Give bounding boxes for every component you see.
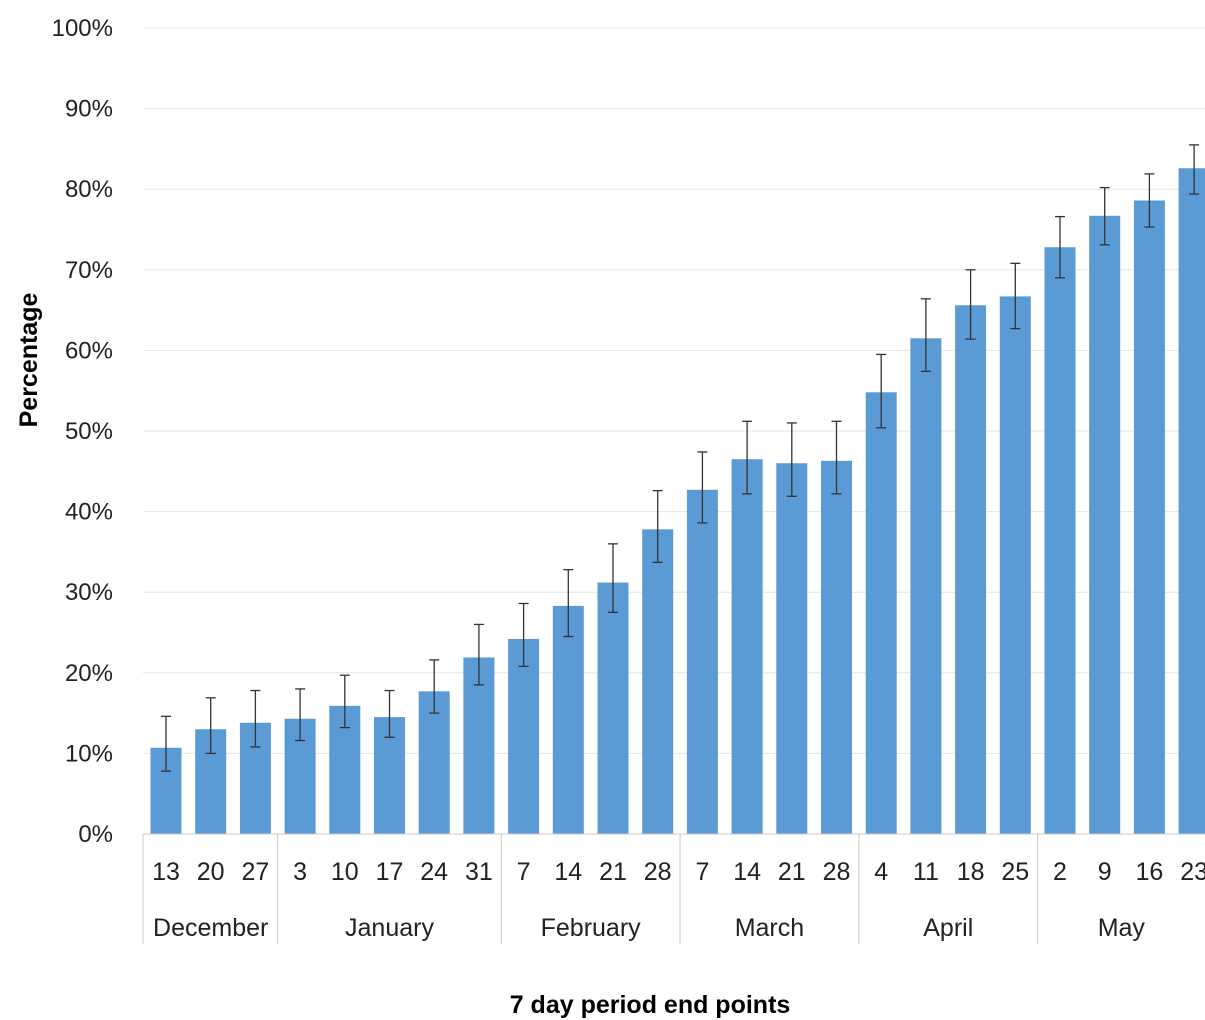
x-tick-label: 31 — [465, 858, 493, 886]
error-bars — [161, 144, 1200, 772]
month-label: May — [1098, 914, 1146, 942]
bar — [776, 463, 808, 834]
bar — [1044, 247, 1076, 834]
y-axis-title: Percentage — [15, 293, 43, 428]
y-tick-label: 0% — [78, 821, 113, 848]
bar — [1178, 168, 1205, 834]
bar — [418, 691, 450, 834]
x-tick-label: 10 — [331, 858, 359, 886]
x-axis-title: 7 day period end points — [510, 991, 791, 1019]
x-tick-label: 24 — [420, 858, 448, 886]
x-tick-label: 16 — [1135, 858, 1163, 886]
month-label: April — [923, 914, 973, 942]
x-tick-label: 11 — [913, 858, 939, 886]
bars — [150, 168, 1205, 835]
y-tick-label: 50% — [65, 418, 113, 445]
y-tick-label: 70% — [65, 257, 113, 284]
x-axis: 13 20 27 3 10 17 24 31 7 14 21 28 7 14 21 28 4 11 18 25 2 9 16… — [142, 833, 1205, 944]
x-tick-label: 21 — [778, 858, 806, 886]
y-tick-label: 80% — [65, 176, 113, 203]
x-tick-label: 14 — [554, 858, 582, 886]
bar — [865, 392, 897, 834]
bar — [1133, 200, 1165, 834]
y-tick-label: 10% — [65, 740, 113, 767]
bar — [910, 338, 942, 834]
x-tick-label: 25 — [1001, 858, 1029, 886]
bar — [597, 582, 629, 834]
x-tick-label: 27 — [241, 858, 269, 886]
x-tick-label: 21 — [599, 858, 627, 886]
y-tick-label: 40% — [65, 499, 113, 526]
bar — [999, 296, 1031, 834]
month-label: December — [153, 914, 268, 942]
month-label: February — [541, 914, 642, 942]
month-label: March — [735, 914, 804, 942]
x-tick-label: 28 — [644, 858, 672, 886]
y-tick-label: 100% — [52, 15, 113, 42]
bar — [731, 459, 763, 834]
x-tick-label: 13 — [152, 858, 180, 886]
x-tick-label: 3 — [293, 858, 307, 886]
y-tick-label: 30% — [65, 579, 113, 606]
month-label: January — [345, 914, 434, 942]
x-tick-label: 17 — [376, 858, 404, 886]
y-tick-label: 60% — [65, 337, 113, 364]
x-tick-label: 14 — [733, 858, 761, 886]
x-tick-label: 4 — [874, 858, 888, 886]
y-tick-label: 90% — [65, 96, 113, 123]
x-tick-label: 23 — [1180, 858, 1205, 886]
bar — [821, 460, 852, 834]
bar — [686, 489, 718, 834]
x-tick-label: 20 — [197, 858, 225, 886]
gridlines — [143, 27, 1205, 754]
x-tick-label: 2 — [1053, 858, 1067, 886]
y-axis-ticks: 0% 10% 20% 30% 40% 50% 60% 70% 80% 90% 100% — [52, 15, 113, 848]
bar — [955, 305, 987, 834]
x-tick-label: 7 — [517, 858, 531, 886]
bar — [642, 529, 674, 834]
x-tick-label: 18 — [957, 858, 985, 886]
y-tick-label: 20% — [65, 660, 113, 687]
x-tick-label: 28 — [823, 858, 851, 886]
bar — [508, 638, 540, 834]
x-tick-label: 9 — [1098, 858, 1112, 886]
bar — [552, 605, 584, 834]
bar — [463, 657, 495, 834]
bar — [1089, 215, 1121, 835]
x-tick-label: 7 — [695, 858, 709, 886]
